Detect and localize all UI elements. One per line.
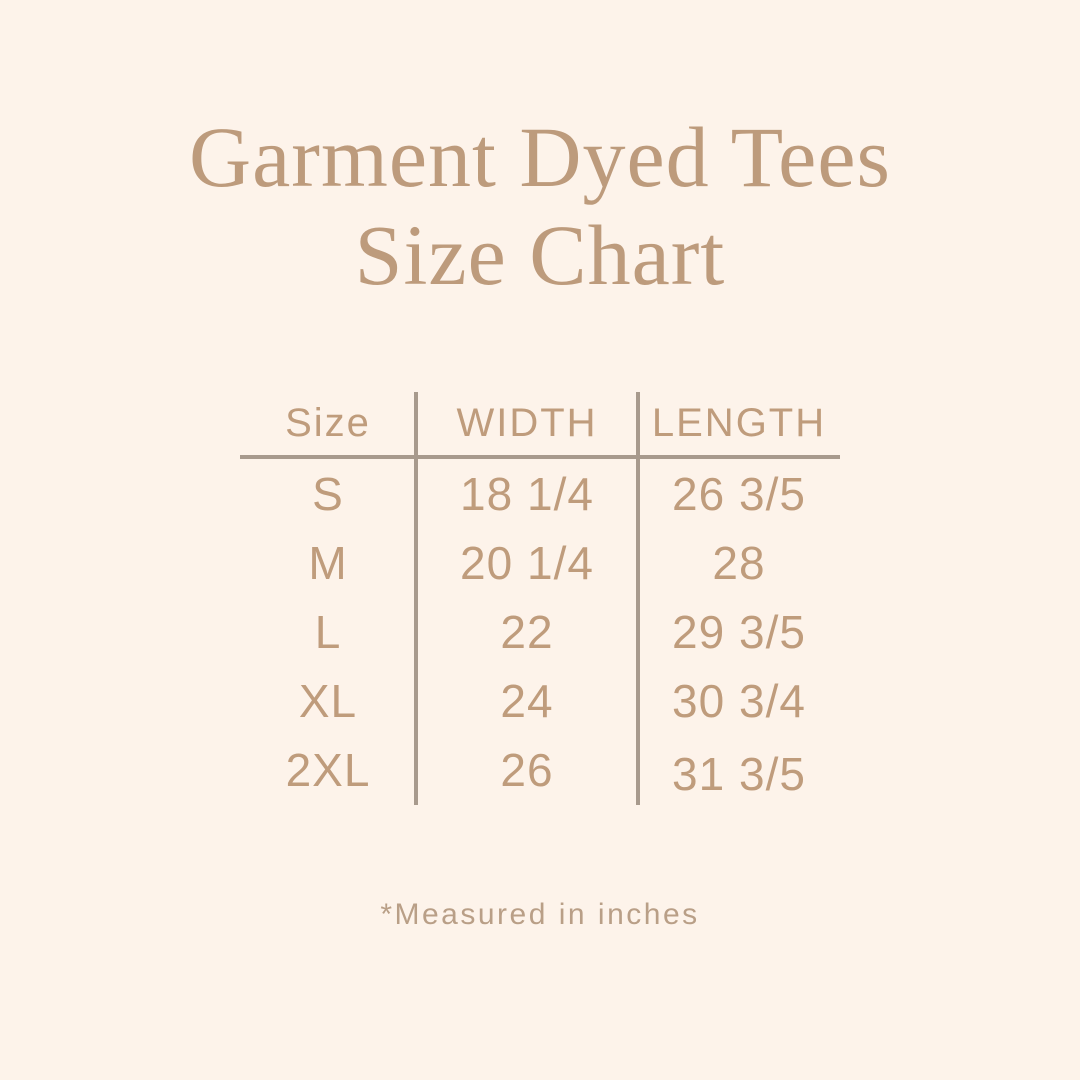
- column-header-length: LENGTH: [651, 401, 827, 445]
- width-cell: 20 1/4: [460, 536, 594, 589]
- page-title: Garment Dyed Tees Size Chart: [0, 108, 1080, 304]
- size-table: Size WIDTH LENGTH S 18 1/4 26 3/5 M 20 1…: [240, 392, 840, 805]
- length-cell: 30 3/4: [672, 674, 806, 727]
- column-divider-width-length: [636, 392, 640, 805]
- width-cell: 18 1/4: [460, 467, 594, 520]
- length-cell: 31 3/5: [672, 747, 806, 800]
- header-underline: [240, 455, 840, 459]
- column-header-width: WIDTH: [456, 401, 598, 445]
- width-cell: 22: [500, 605, 554, 658]
- length-cell: 26 3/5: [672, 467, 806, 520]
- measurement-footnote: *Measured in inches: [380, 898, 700, 931]
- column-header-size: Size: [285, 401, 371, 445]
- size-cell: L: [314, 605, 342, 658]
- width-cell: 24: [500, 674, 554, 727]
- table-body: S 18 1/4 26 3/5 M 20 1/4 28 L 22 29 3/5 …: [240, 459, 840, 804]
- title-line-1: Garment Dyed Tees: [189, 109, 891, 205]
- size-cell: XL: [298, 674, 358, 727]
- length-cell: 28: [712, 536, 766, 589]
- length-cell: 29 3/5: [672, 605, 806, 658]
- size-cell: S: [312, 467, 344, 520]
- title-line-2: Size Chart: [354, 207, 726, 303]
- column-divider-size-width: [414, 392, 418, 805]
- width-cell: 26: [500, 743, 554, 796]
- size-cell: M: [308, 536, 348, 589]
- table-header-row: Size WIDTH LENGTH: [240, 392, 840, 455]
- size-cell: 2XL: [285, 743, 371, 796]
